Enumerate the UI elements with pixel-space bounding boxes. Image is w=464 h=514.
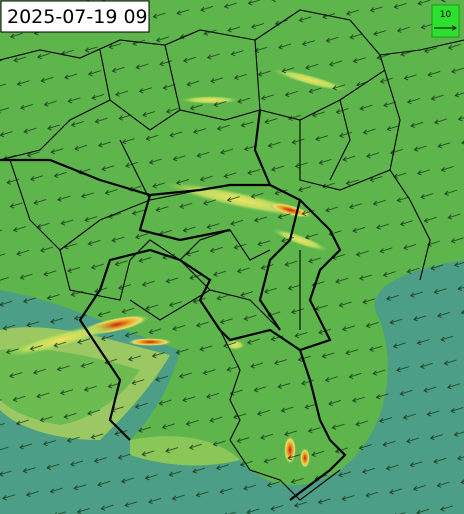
legend-arrowhead xyxy=(451,25,457,31)
legend-box xyxy=(431,4,460,38)
legend-label: 10 xyxy=(440,10,452,20)
borders xyxy=(0,9,464,501)
timestamp: 2025-07-19 09 xyxy=(7,6,148,28)
timestamp-box xyxy=(0,0,150,33)
national-borders xyxy=(0,109,347,501)
